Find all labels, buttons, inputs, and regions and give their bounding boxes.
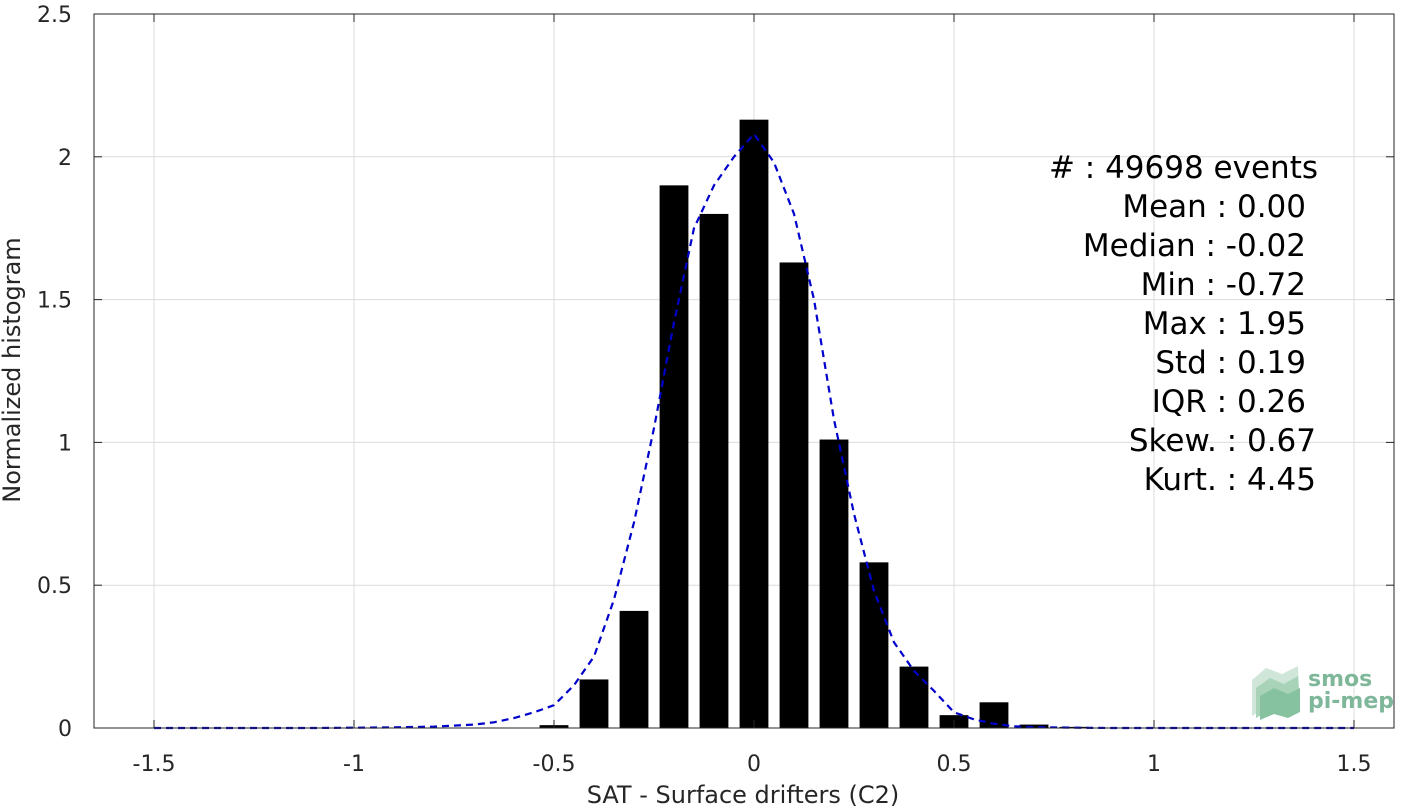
stat-skew: Skew. : 0.67 bbox=[1129, 423, 1316, 459]
fit-curve-line bbox=[154, 132, 1354, 730]
x-tick-label: -0.5 bbox=[533, 752, 576, 777]
histogram-bar bbox=[739, 119, 769, 728]
logo-line-1: smos bbox=[1308, 667, 1372, 692]
x-tick-label: 1 bbox=[1147, 752, 1161, 777]
histogram-bar bbox=[819, 439, 849, 728]
stat-min: Min : -0.72 bbox=[1141, 267, 1306, 303]
x-tick-label: -1.5 bbox=[133, 752, 176, 777]
stat-mean: Mean : 0.00 bbox=[1122, 189, 1306, 225]
stats-annotation: # : 49698 events Mean : 0.00 Median : -0… bbox=[1049, 150, 1318, 498]
x-tick-label: 0 bbox=[747, 752, 761, 777]
axis-ticks bbox=[94, 13, 1394, 729]
y-tick-label: 2.5 bbox=[37, 3, 72, 28]
stat-kurt: Kurt. : 4.45 bbox=[1144, 462, 1316, 498]
y-tick-label: 1 bbox=[58, 431, 72, 456]
stat-max: Max : 1.95 bbox=[1143, 306, 1306, 342]
x-tick-label: 0.5 bbox=[937, 752, 972, 777]
histogram-bar bbox=[659, 185, 689, 729]
histogram-bar bbox=[579, 679, 609, 728]
x-tick-label: 1.5 bbox=[1337, 752, 1372, 777]
x-tick-labels: -1.5 -1 -0.5 0 0.5 1 1.5 bbox=[133, 752, 1372, 777]
logo-wave-icon bbox=[1252, 666, 1300, 720]
y-tick-label: 2 bbox=[58, 146, 72, 171]
histogram-bar bbox=[899, 666, 929, 728]
x-axis-label: SAT - Surface drifters (C2) bbox=[587, 781, 900, 809]
plot-frame bbox=[93, 13, 1395, 729]
stat-median: Median : -0.02 bbox=[1083, 228, 1306, 264]
histogram-bar bbox=[619, 610, 649, 728]
x-tick-label: -1 bbox=[343, 752, 365, 777]
smos-pimep-logo: smos pi-mep bbox=[1252, 666, 1394, 720]
stat-std: Std : 0.19 bbox=[1155, 345, 1306, 381]
stat-events: # : 49698 events bbox=[1049, 150, 1318, 186]
y-axis-label: Normalized histogram bbox=[0, 237, 26, 502]
histogram-bar bbox=[779, 262, 809, 728]
y-tick-label: 0 bbox=[58, 717, 72, 742]
histogram-bars bbox=[539, 119, 1089, 729]
y-tick-labels: 0 0.5 1 1.5 2 2.5 bbox=[37, 3, 72, 742]
histogram-bar bbox=[1019, 724, 1049, 728]
stat-iqr: IQR : 0.26 bbox=[1152, 384, 1306, 420]
histogram-bar bbox=[699, 213, 729, 729]
histogram-bar bbox=[1059, 726, 1089, 728]
y-tick-label: 1.5 bbox=[37, 289, 72, 314]
logo-line-2: pi-mep bbox=[1308, 689, 1394, 714]
y-tick-label: 0.5 bbox=[37, 574, 72, 599]
